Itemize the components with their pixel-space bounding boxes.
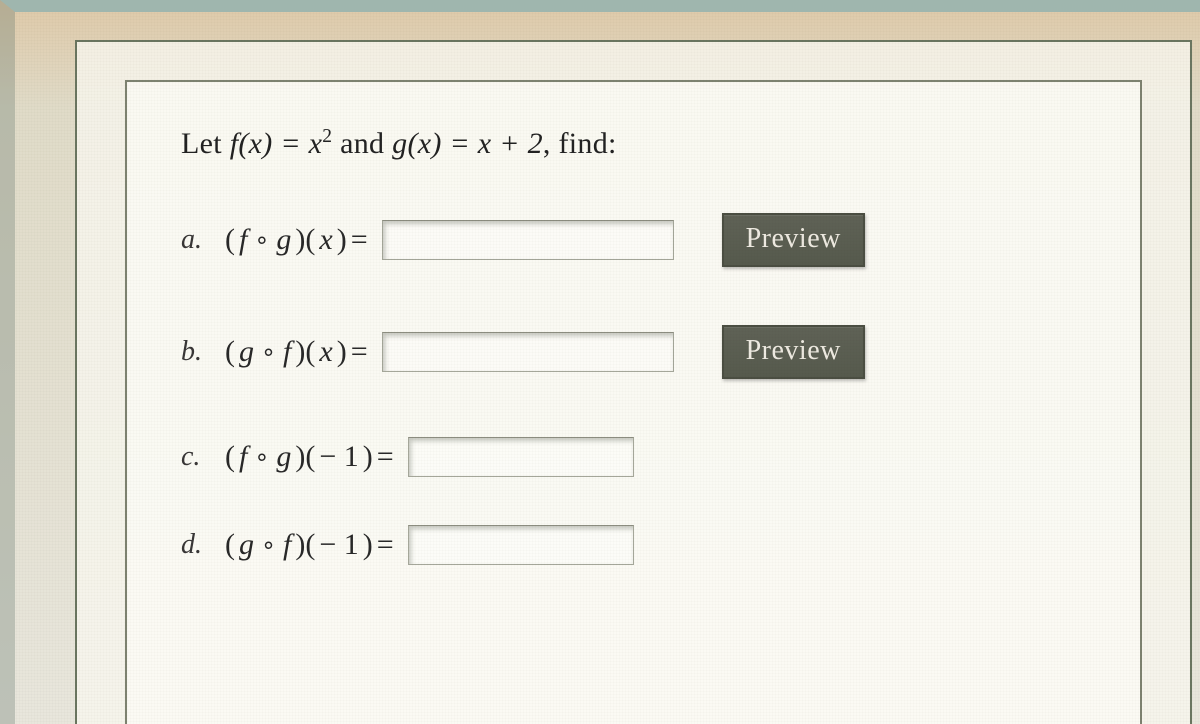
question-d-row: d. (g∘f)(− 1) = — [181, 525, 1086, 565]
prompt-suffix: , find: — [543, 127, 617, 160]
preview-button-a[interactable]: Preview — [722, 213, 865, 267]
question-c-expression: (f∘g)(− 1) = — [225, 440, 394, 474]
answer-input-a[interactable] — [382, 220, 674, 260]
prompt-conj: and — [332, 127, 392, 160]
prompt-f-exp: 2 — [322, 126, 332, 147]
prompt-f: f(x) = x — [230, 127, 323, 160]
answer-input-d[interactable] — [408, 525, 634, 565]
question-c-letter: c. — [181, 441, 225, 473]
question-c-row: c. (f∘g)(− 1) = — [181, 437, 1086, 477]
question-b-row: b. (g∘f)(x) = Preview — [181, 325, 1086, 379]
question-a-row: a. (f∘g)(x) = Preview — [181, 213, 1086, 267]
question-a-letter: a. — [181, 224, 225, 256]
question-d-letter: d. — [181, 529, 225, 561]
page-container: Let f(x) = x2 and g(x) = x + 2, find: a.… — [75, 40, 1192, 724]
question-panel: Let f(x) = x2 and g(x) = x + 2, find: a.… — [125, 80, 1142, 724]
question-a-expression: (f∘g)(x) = — [225, 223, 368, 257]
answer-input-b[interactable] — [382, 332, 674, 372]
question-b-letter: b. — [181, 336, 225, 368]
answer-input-c[interactable] — [408, 437, 634, 477]
prompt-g: g(x) = x + 2 — [392, 127, 543, 160]
prompt-text: Let f(x) = x2 and g(x) = x + 2, find: — [181, 126, 1086, 161]
screen-frame: Let f(x) = x2 and g(x) = x + 2, find: a.… — [0, 0, 1200, 724]
preview-button-b[interactable]: Preview — [722, 325, 865, 379]
question-b-expression: (g∘f)(x) = — [225, 335, 368, 369]
prompt-prefix: Let — [181, 127, 230, 160]
question-d-expression: (g∘f)(− 1) = — [225, 528, 394, 562]
